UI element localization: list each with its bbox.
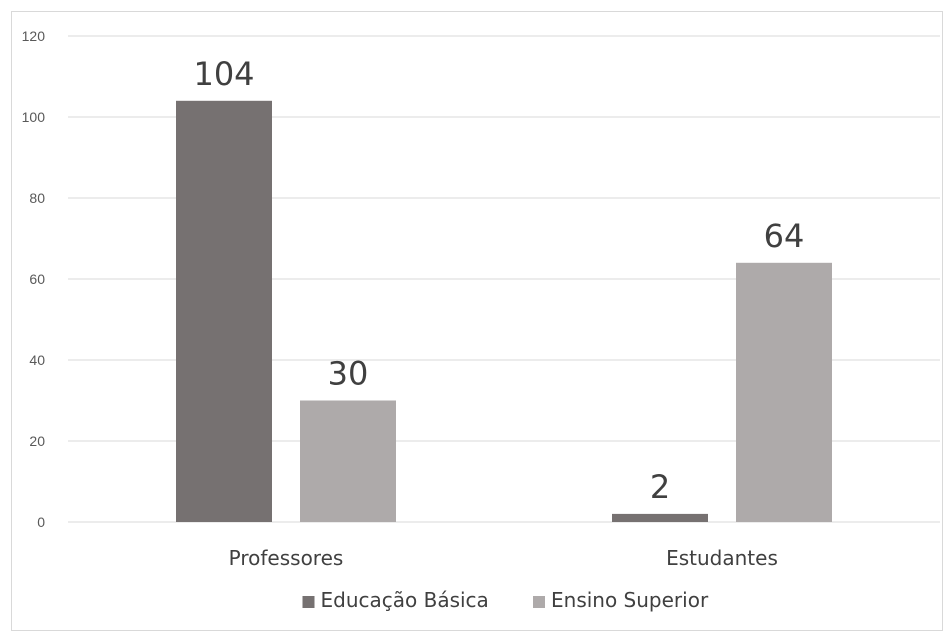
data-label: 64 xyxy=(764,217,805,255)
data-label: 2 xyxy=(650,468,670,506)
y-axis-ticks: 0 20 40 60 80 100 120 xyxy=(22,28,46,530)
y-tick-label: 20 xyxy=(29,433,45,449)
y-tick-label: 0 xyxy=(37,514,45,530)
legend-swatch xyxy=(533,596,545,608)
x-axis-categories: Professores Estudantes xyxy=(229,546,778,570)
data-labels: 104 30 2 64 xyxy=(193,55,804,506)
y-tick-label: 80 xyxy=(29,190,45,206)
y-tick-label: 60 xyxy=(29,271,45,287)
x-category-label: Professores xyxy=(229,546,344,570)
legend-label: Ensino Superior xyxy=(551,588,709,612)
legend: Educação Básica Ensino Superior xyxy=(302,588,709,612)
bars xyxy=(176,100,832,523)
bar xyxy=(176,100,272,523)
bar xyxy=(612,513,708,522)
bar xyxy=(300,400,396,522)
bar xyxy=(736,262,832,522)
y-tick-label: 120 xyxy=(22,28,46,44)
x-category-label: Estudantes xyxy=(666,546,778,570)
legend-swatch xyxy=(302,596,315,608)
data-label: 30 xyxy=(328,355,369,393)
legend-label: Educação Básica xyxy=(321,588,489,612)
y-tick-label: 100 xyxy=(22,109,46,125)
data-label: 104 xyxy=(193,55,254,93)
y-tick-label: 40 xyxy=(29,352,45,368)
